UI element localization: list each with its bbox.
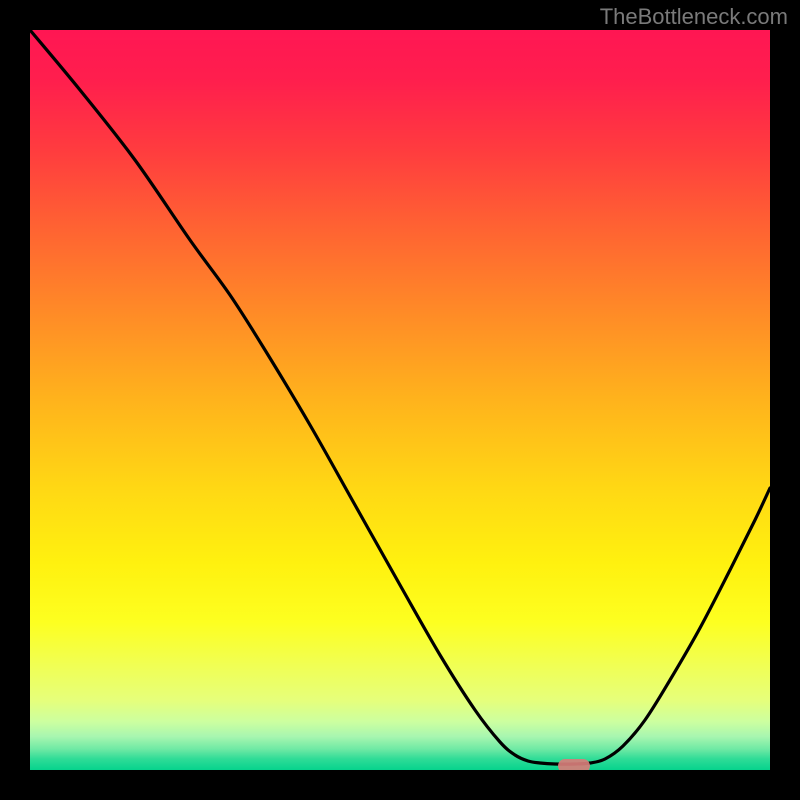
watermark-label: TheBottleneck.com [600,4,788,30]
gradient-background [30,30,770,770]
plot-area [30,30,770,770]
optimal-marker [558,759,590,770]
chart-container: TheBottleneck.com [0,0,800,800]
bottleneck-curve-chart [30,30,770,770]
